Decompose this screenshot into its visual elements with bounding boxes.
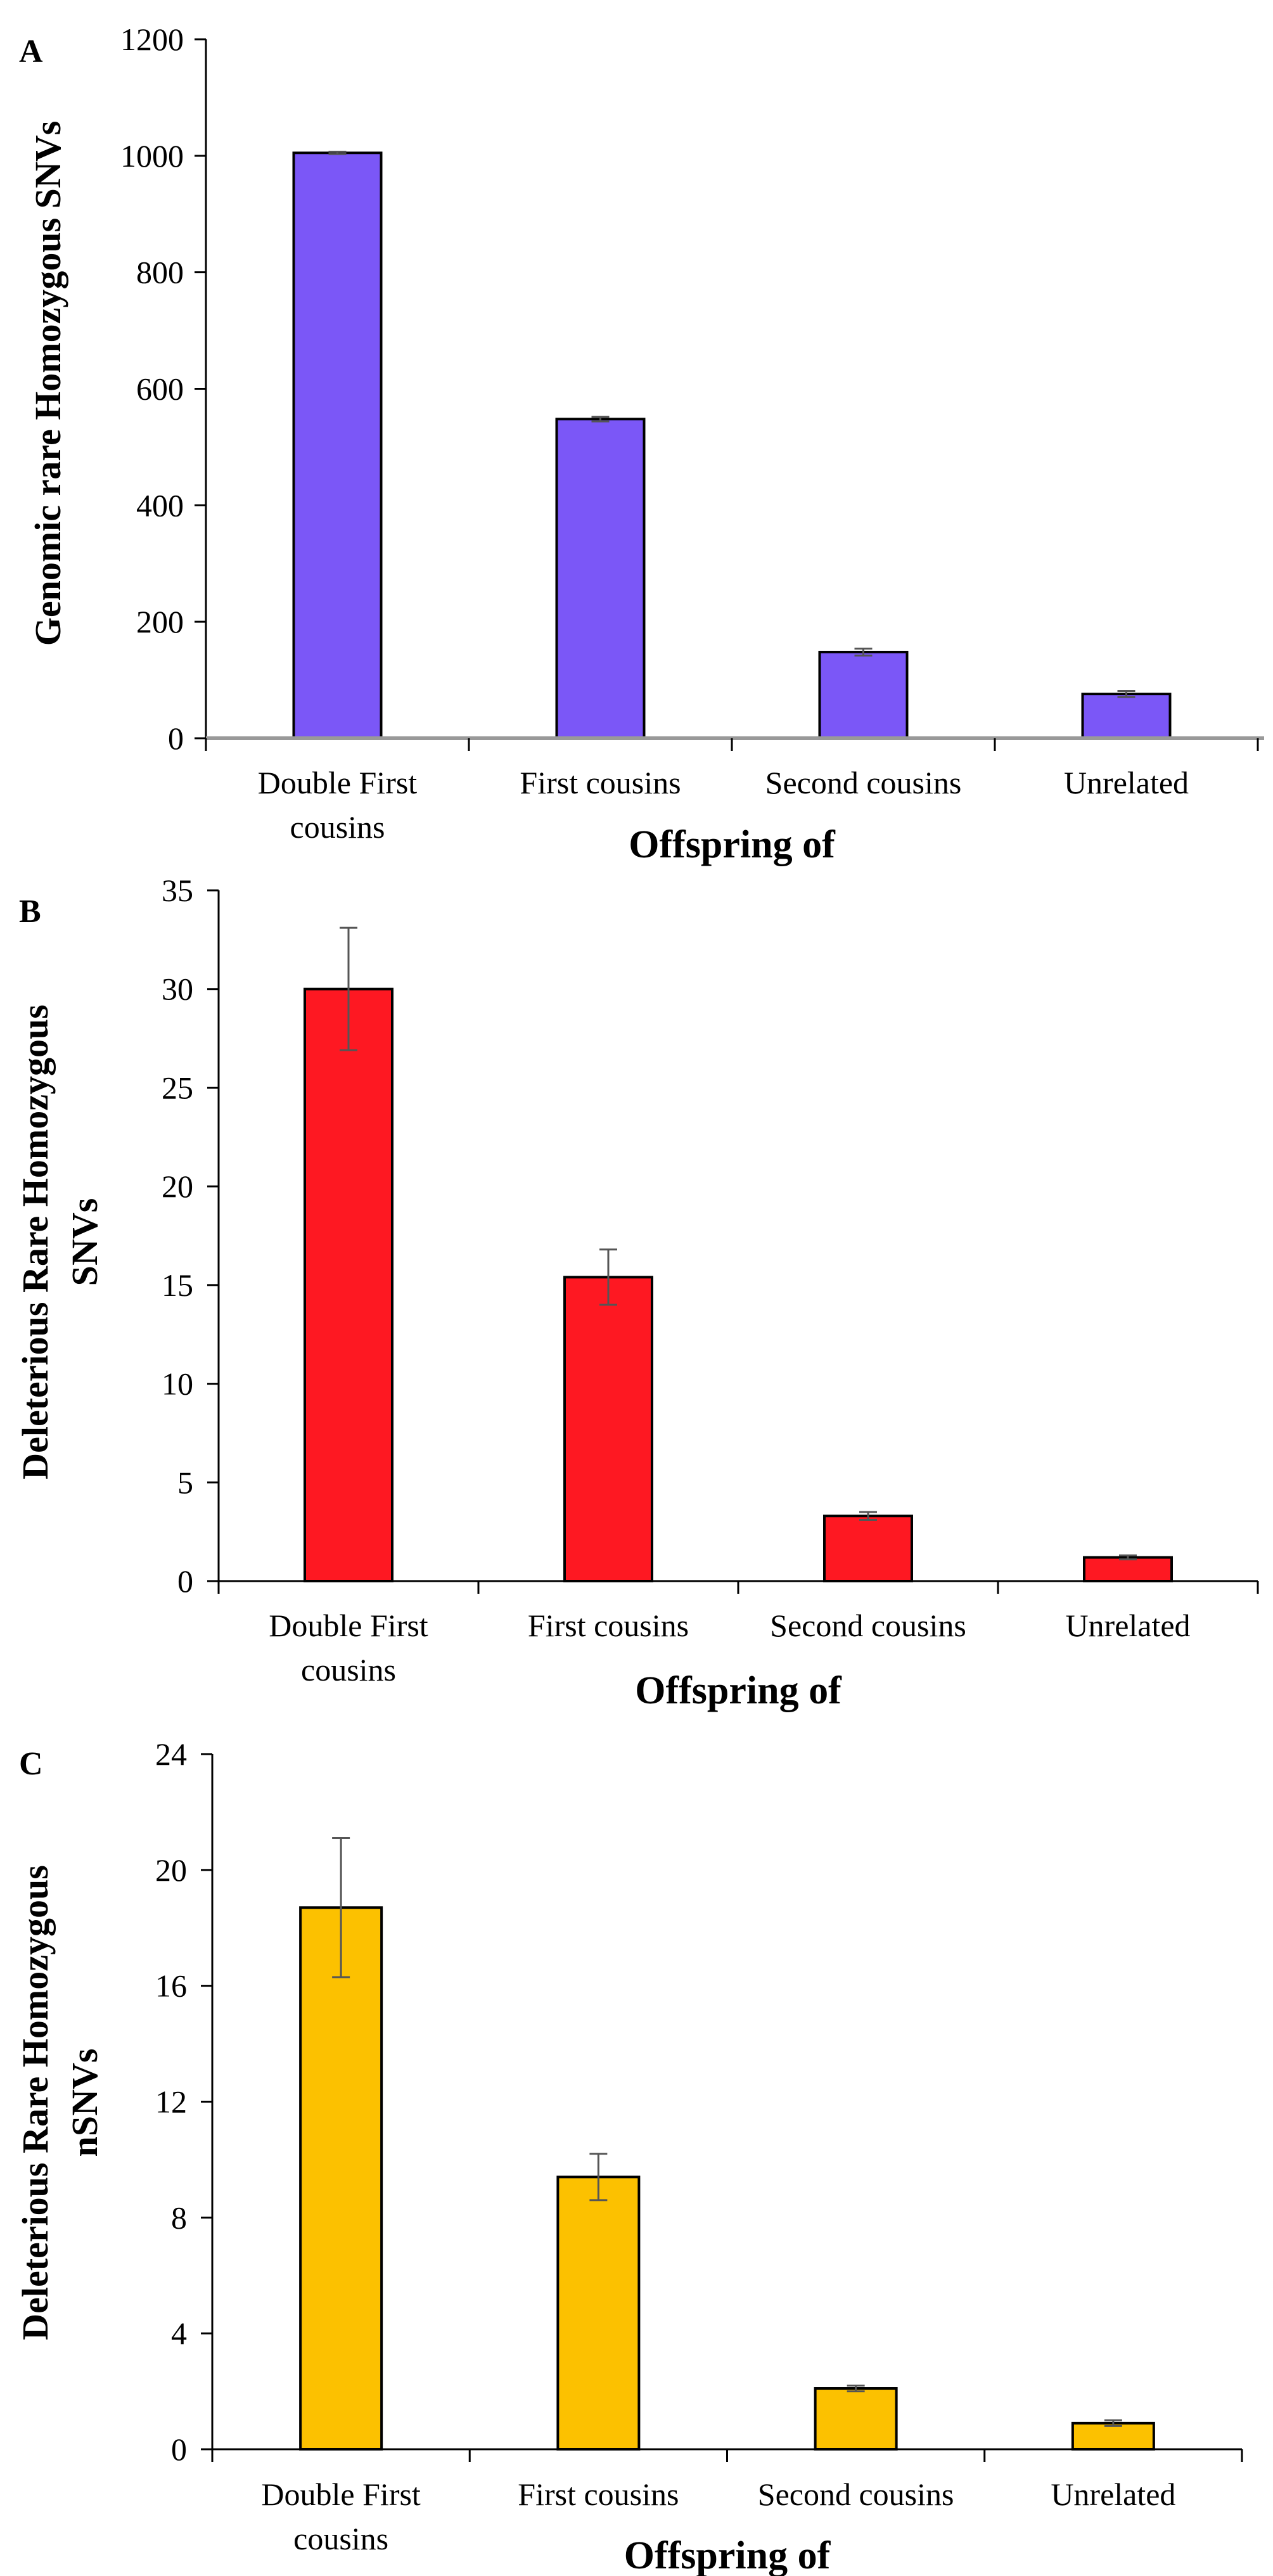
panel-letter: C xyxy=(19,1746,43,1782)
bar xyxy=(823,1515,913,1582)
bar xyxy=(563,1276,653,1583)
bar xyxy=(556,2176,641,2451)
y-tick-label: 20 xyxy=(155,1852,187,1888)
panel-letter: B xyxy=(19,894,41,930)
y-tick-label: 0 xyxy=(168,721,184,756)
y-tick-label: 800 xyxy=(136,255,184,290)
y-tick-label: 1200 xyxy=(120,22,184,57)
y-axis-title: SNVs xyxy=(64,1198,105,1286)
chart-panel-b: B 0 5 10 15 20 25 30 35 Double First cousins First … xyxy=(15,873,1259,1712)
x-category-label: Double First xyxy=(258,765,418,800)
x-axis-title: Offspring of xyxy=(624,2534,831,2576)
y-axis-title: Deleterious Rare Homozygous xyxy=(15,1865,56,2340)
panel-letter: A xyxy=(19,34,43,70)
y-tick-label: 15 xyxy=(162,1267,193,1303)
bar xyxy=(1071,2421,1155,2451)
y-axis-title: nSNVs xyxy=(64,2049,105,2157)
y-tick-label: 20 xyxy=(162,1169,193,1204)
x-category-label: cousins xyxy=(290,809,385,845)
x-category-label: cousins xyxy=(293,2521,388,2556)
x-category-label: First cousins xyxy=(518,2477,679,2512)
y-tick-label: 16 xyxy=(155,1968,187,2004)
y-tick-label: 8 xyxy=(171,2200,187,2235)
y-tick-label: 0 xyxy=(177,1563,193,1599)
bar xyxy=(814,2387,898,2451)
x-category-label: Second cousins xyxy=(770,1608,966,1643)
chart-panel-c: C 0 4 8 12 16 20 24 Double First cousins First cou… xyxy=(15,1736,1243,2576)
x-category-label: Second cousins xyxy=(758,2477,954,2512)
x-axis-title: Offspring of xyxy=(629,823,836,866)
x-category-label: Unrelated xyxy=(1064,765,1189,800)
y-axis-title: Genomic rare Homozygous SNVs xyxy=(27,121,68,646)
x-category-label: Double First xyxy=(261,2477,421,2512)
x-axis-title: Offspring of xyxy=(635,1669,842,1712)
x-category-label: cousins xyxy=(301,1652,396,1688)
y-tick-label: 1000 xyxy=(120,138,184,174)
y-tick-label: 0 xyxy=(171,2432,187,2467)
y-tick-label: 30 xyxy=(162,971,193,1007)
chart-panel-a: A 0 200 400 600 800 1000 1200 Double First cousin… xyxy=(19,22,1264,866)
y-tick-label: 10 xyxy=(162,1366,193,1402)
bar xyxy=(304,987,393,1582)
bar xyxy=(292,151,383,740)
y-tick-label: 200 xyxy=(136,604,184,639)
bar xyxy=(1081,693,1172,740)
y-tick-label: 400 xyxy=(136,487,184,523)
y-tick-label: 5 xyxy=(177,1464,193,1500)
y-tick-label: 12 xyxy=(155,2084,187,2120)
bar xyxy=(555,418,646,740)
x-category-label: First cousins xyxy=(520,765,681,800)
x-category-label: First cousins xyxy=(528,1608,689,1643)
bar xyxy=(818,650,909,740)
y-tick-label: 4 xyxy=(171,2316,187,2351)
y-tick-label: 35 xyxy=(162,873,193,908)
x-category-label: Second cousins xyxy=(765,765,962,800)
y-tick-label: 25 xyxy=(162,1070,193,1105)
y-tick-label: 24 xyxy=(155,1736,187,1772)
bar xyxy=(1083,1556,1173,1583)
x-category-label: Unrelated xyxy=(1051,2477,1175,2512)
y-tick-label: 600 xyxy=(136,371,184,407)
bar xyxy=(299,1906,383,2451)
y-axis-title: Deleterious Rare Homozygous xyxy=(15,1004,56,1480)
x-category-label: Unrelated xyxy=(1065,1608,1190,1643)
x-category-label: Double First xyxy=(269,1608,428,1643)
